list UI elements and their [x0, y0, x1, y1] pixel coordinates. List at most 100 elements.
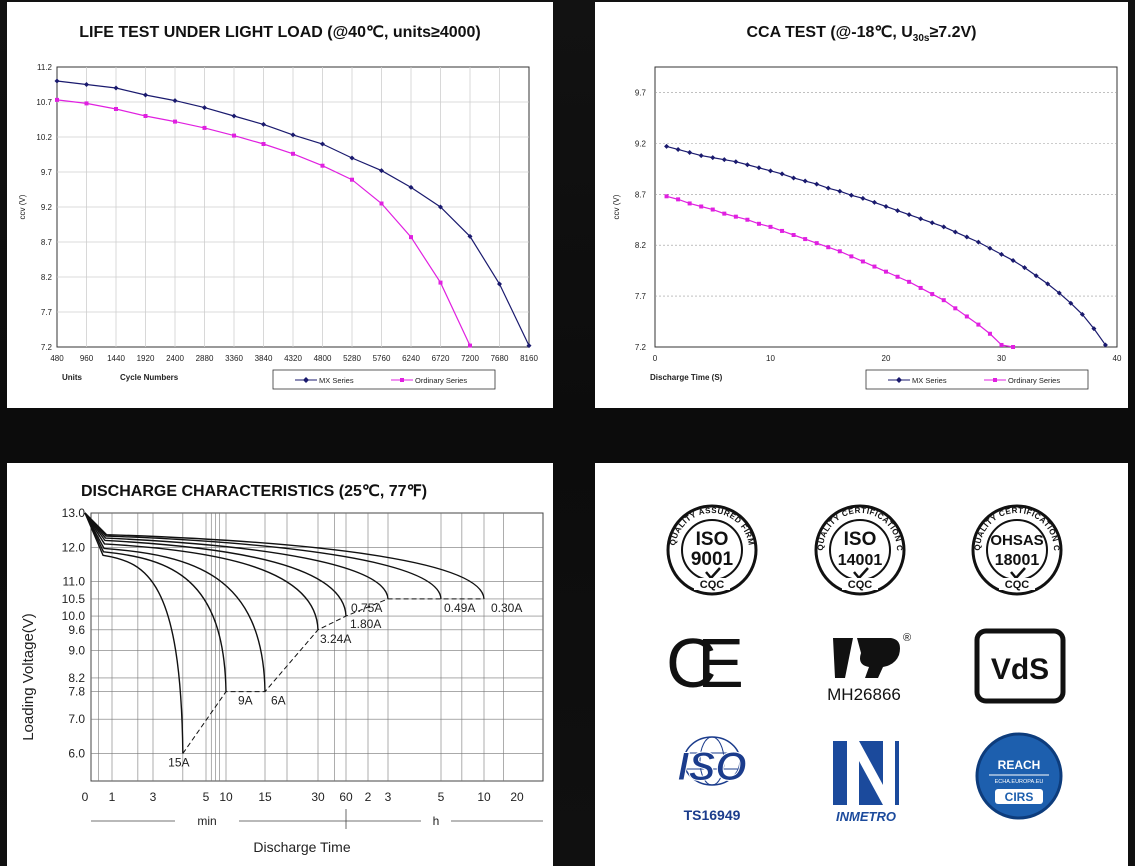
y-tick-label: 7.2 — [635, 343, 647, 352]
y-tick-label: 13.0 — [62, 506, 86, 520]
seal-foot: CQC — [1005, 579, 1030, 591]
data-point — [526, 343, 532, 349]
cca-test-title: CCA TEST (@-18℃, U30s≥7.2V) — [746, 24, 977, 45]
data-point — [756, 221, 761, 226]
data-point — [825, 185, 831, 191]
data-point — [114, 107, 118, 111]
curve-label: 3.24A — [320, 632, 351, 646]
x-tick-label: 60 — [339, 790, 353, 804]
iso-globe-icon: ISO TS16949 — [677, 736, 747, 823]
data-point — [941, 298, 946, 303]
life-test-title: LIFE TEST UNDER LIGHT LOAD (@40℃, units≥… — [79, 24, 481, 41]
data-point — [1068, 300, 1074, 306]
data-point — [814, 241, 819, 246]
data-point — [907, 279, 912, 284]
x-tick-label: 20 — [882, 354, 891, 363]
curve-label: 1.80A — [350, 617, 381, 631]
data-point — [664, 194, 669, 199]
data-point — [791, 233, 796, 237]
y-tick-label: 9.6 — [68, 623, 85, 637]
seal-foot-bg — [842, 578, 878, 590]
data-point — [261, 142, 266, 146]
inmetro-n-glyph — [847, 741, 895, 805]
x-tick-label: 2400 — [166, 354, 184, 363]
data-point — [779, 171, 785, 177]
data-point — [1045, 281, 1051, 287]
data-point — [320, 163, 325, 168]
data-point — [918, 216, 924, 222]
y-tick-label: 7.2 — [41, 343, 53, 352]
ts16949-text: TS16949 — [684, 807, 741, 823]
data-point — [987, 331, 992, 336]
data-point — [791, 175, 797, 181]
data-point — [291, 151, 295, 156]
data-point — [768, 224, 773, 229]
reach-line2: ECHA.EUROPA.EU — [995, 779, 1044, 785]
y-axis-label: Loading Voltage(V) — [20, 613, 37, 741]
ce-mark-text: CE — [666, 624, 750, 702]
seal-line1: ISO — [844, 529, 877, 550]
data-point — [929, 220, 935, 226]
x-tick-label: 1 — [109, 790, 116, 804]
x-tick-label: 2 — [365, 790, 372, 804]
x-tick-label: 7200 — [461, 354, 479, 363]
data-point — [349, 155, 355, 161]
y-tick-label: 8.2 — [68, 671, 85, 685]
data-point — [1022, 265, 1028, 271]
seal-line2: 9001 — [691, 549, 734, 570]
discharge-curve-6A — [84, 512, 266, 692]
x-tick-label: 4800 — [314, 354, 332, 363]
data-point — [906, 212, 912, 218]
data-point — [497, 281, 502, 287]
legend-label-ordinary: Ordinary Series — [415, 376, 467, 385]
y-tick-label: 11.2 — [37, 63, 53, 72]
x-tick-label: 10 — [766, 354, 775, 363]
globe-meridian — [699, 736, 725, 786]
x-units-label: Units — [62, 373, 83, 382]
inmetro-text: INMETRO — [836, 809, 896, 824]
data-point — [1091, 326, 1097, 332]
cirs-badge — [995, 789, 1043, 804]
seal-foot-bg — [694, 578, 730, 590]
x-tick-label: 6240 — [402, 354, 420, 363]
data-point — [1033, 273, 1039, 279]
x-tick-label: 3360 — [225, 354, 243, 363]
legend-marker-mx — [896, 377, 902, 383]
data-point — [722, 211, 727, 216]
x-tick-label: 2880 — [196, 354, 214, 363]
ul-number: MH26866 — [827, 685, 901, 704]
y-tick-label: 7.7 — [635, 292, 647, 301]
x-tick-label: 480 — [50, 354, 64, 363]
data-point — [744, 162, 750, 168]
x-tick-label: 5 — [438, 790, 445, 804]
data-point — [860, 195, 866, 201]
seal-line1: ISO — [696, 529, 729, 550]
ce-mark-icon: CE — [666, 624, 750, 702]
y-tick-label: 8.7 — [635, 190, 647, 199]
certifications-grid: QUALITY ASSURED FIRMISO9001CQCCHINA QUAL… — [595, 463, 1066, 824]
data-point — [871, 199, 877, 205]
x-tick-label: 960 — [80, 354, 94, 363]
data-point — [837, 188, 843, 194]
y-tick-label: 9.0 — [68, 643, 85, 657]
data-point — [664, 143, 670, 149]
x-tick-label: 5280 — [343, 354, 361, 363]
x-tick-label: 30 — [997, 354, 1006, 363]
data-point — [84, 82, 89, 87]
data-point — [261, 121, 266, 127]
discharge-panel: DISCHARGE CHARACTERISTICS (25℃, 77℉) 13.… — [7, 463, 553, 866]
reach-line1: REACH — [998, 758, 1041, 772]
x-tick-label: 4320 — [284, 354, 302, 363]
data-point — [113, 85, 119, 91]
legend-label-mx: MX Series — [319, 376, 354, 385]
legend-marker-mx — [303, 377, 309, 383]
data-point — [895, 208, 901, 214]
discharge-curve-15A — [84, 512, 184, 754]
ul-glyph — [833, 638, 900, 678]
y-tick-label: 10.2 — [36, 133, 52, 142]
legend-box — [865, 369, 1089, 390]
ul-recognized-icon: ® MH26866 — [827, 632, 911, 704]
data-point — [733, 214, 738, 219]
x-tick-label: 0 — [82, 790, 89, 804]
x-axis-label: Cycle Numbers — [120, 373, 179, 382]
